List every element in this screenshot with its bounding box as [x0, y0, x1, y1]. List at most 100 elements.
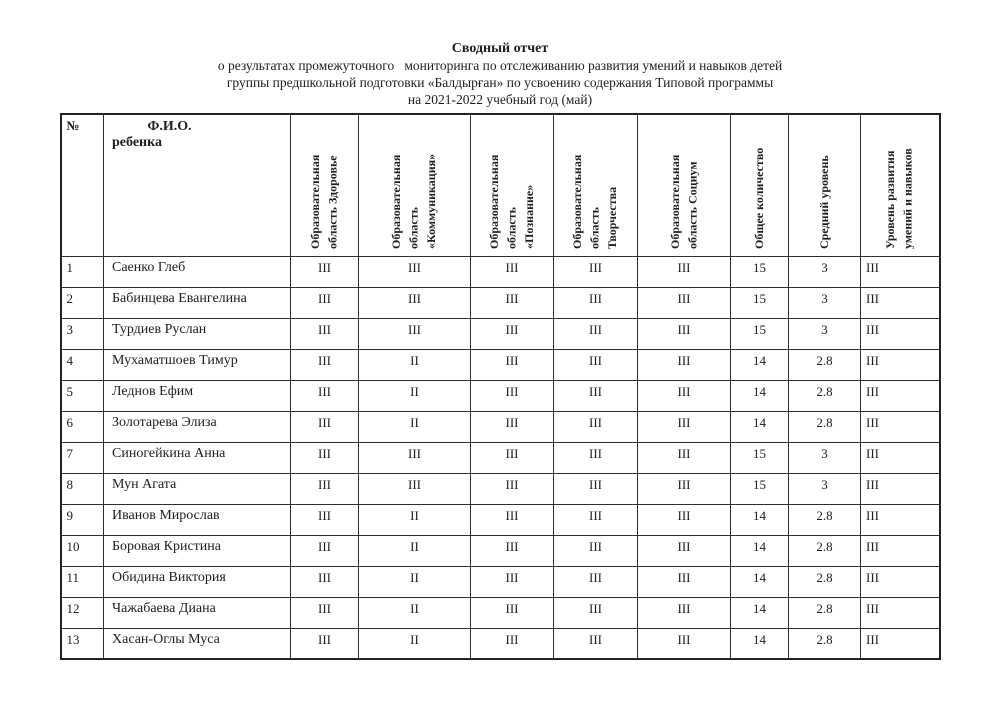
cell-creativity: III: [553, 472, 638, 505]
cell-name: Мун Агата: [103, 472, 291, 505]
cell-socium: III: [637, 596, 731, 629]
table-row: 12 Чажабаева Диана III II III III III 14 2.8 III: [60, 596, 940, 629]
cell-num: 11: [60, 565, 104, 598]
column-header-creativity: Образовательная область Творчества: [553, 113, 638, 257]
cell-level: III: [860, 379, 940, 412]
cell-name: Обидина Виктория: [103, 565, 291, 598]
cell-socium: III: [637, 379, 731, 412]
cell-health: III: [290, 627, 359, 660]
cell-socium: III: [637, 410, 731, 443]
cell-creativity: III: [553, 410, 638, 443]
cell-creativity: III: [553, 348, 638, 381]
cell-cognition: III: [470, 596, 554, 629]
column-header-name-line1: Ф.И.О.: [147, 119, 192, 134]
column-header-health: Образовательная область Здоровье: [290, 113, 359, 257]
table-row: 13 Хасан-Оглы Муса III II III III III 14 2.8 III: [60, 627, 940, 660]
table-row: 10 Боровая Кристина III II III III III 14 2.8 III: [60, 534, 940, 567]
cell-level: III: [860, 503, 940, 536]
cell-num: 4: [60, 348, 104, 381]
cell-communication: II: [358, 627, 471, 660]
cell-cognition: III: [470, 627, 554, 660]
cell-health: III: [290, 317, 359, 350]
cell-level: III: [860, 348, 940, 381]
cell-average: 3: [788, 441, 861, 474]
cell-health: III: [290, 441, 359, 474]
page-title: Сводный отчет: [451, 41, 549, 56]
cell-creativity: III: [553, 596, 638, 629]
table-body: 1 Саенко Глеб III III III III III 15 3 III 2 Бабинц…: [60, 255, 940, 660]
cell-communication: II: [358, 410, 471, 443]
cell-level: III: [860, 255, 940, 288]
cell-num: 3: [60, 317, 104, 350]
cell-communication: III: [358, 472, 471, 505]
cell-average: 2.8: [788, 379, 861, 412]
subtitle-line-2: группы предшкольной подготовки «Балдырға…: [226, 75, 774, 90]
cell-average: 2.8: [788, 348, 861, 381]
cell-num: 8: [60, 472, 104, 505]
cell-num: 12: [60, 596, 104, 629]
cell-cognition: III: [470, 255, 554, 288]
title-block: Сводный отчет о результатах промежуточно…: [0, 0, 1000, 108]
cell-creativity: III: [553, 441, 638, 474]
cell-cognition: III: [470, 317, 554, 350]
table-row: 3 Турдиев Руслан III III III III III 15 3 III: [60, 317, 940, 350]
cell-cognition: III: [470, 410, 554, 443]
column-header-average: Средний уровень: [788, 113, 861, 257]
cell-total: 14: [730, 596, 789, 629]
cell-average: 2.8: [788, 503, 861, 536]
cell-socium: III: [637, 534, 731, 567]
cell-socium: III: [637, 348, 731, 381]
cell-cognition: III: [470, 534, 554, 567]
cell-average: 2.8: [788, 410, 861, 443]
cell-total: 14: [730, 379, 789, 412]
cell-total: 14: [730, 565, 789, 598]
cell-total: 15: [730, 472, 789, 505]
cell-health: III: [290, 379, 359, 412]
cell-communication: II: [358, 596, 471, 629]
cell-cognition: III: [470, 286, 554, 319]
cell-num: 9: [60, 503, 104, 536]
cell-cognition: III: [470, 503, 554, 536]
subtitle-line-1: о результатах промежуточного мониторинга…: [217, 58, 783, 73]
cell-creativity: III: [553, 503, 638, 536]
cell-socium: III: [637, 317, 731, 350]
cell-health: III: [290, 596, 359, 629]
cell-health: III: [290, 534, 359, 567]
header-row: № Ф.И.О. ребенка Образовательная область…: [60, 113, 940, 257]
cell-creativity: III: [553, 379, 638, 412]
column-header-total: Общее количество: [730, 113, 789, 257]
column-header-name: Ф.И.О. ребенка: [103, 113, 291, 257]
cell-health: III: [290, 286, 359, 319]
cell-health: III: [290, 565, 359, 598]
cell-num: 7: [60, 441, 104, 474]
cell-creativity: III: [553, 627, 638, 660]
cell-average: 2.8: [788, 565, 861, 598]
cell-health: III: [290, 348, 359, 381]
cell-total: 14: [730, 627, 789, 660]
cell-cognition: III: [470, 348, 554, 381]
cell-creativity: III: [553, 255, 638, 288]
cell-level: III: [860, 596, 940, 629]
cell-socium: III: [637, 627, 731, 660]
table-row: 7 Синогейкина Анна III III III III III 15 3 III: [60, 441, 940, 474]
cell-total: 14: [730, 348, 789, 381]
cell-name: Леднов Ефим: [103, 379, 291, 412]
cell-creativity: III: [553, 534, 638, 567]
cell-cognition: III: [470, 441, 554, 474]
cell-level: III: [860, 441, 940, 474]
cell-name: Хасан-Оглы Муса: [103, 627, 291, 660]
table-row: 11 Обидина Виктория III II III III III 14 2.8 III: [60, 565, 940, 598]
table-row: 4 Мухаматшоев Тимур III II III III III 14 2.8 III: [60, 348, 940, 381]
cell-cognition: III: [470, 565, 554, 598]
cell-name: Саенко Глеб: [103, 255, 291, 288]
cell-num: 2: [60, 286, 104, 319]
cell-level: III: [860, 565, 940, 598]
cell-socium: III: [637, 255, 731, 288]
cell-communication: II: [358, 348, 471, 381]
table-row: 6 Золотарева Элиза III II III III III 14 2.8 III: [60, 410, 940, 443]
column-header-name-line2: ребенка: [112, 135, 162, 150]
cell-num: 13: [60, 627, 104, 660]
cell-communication: II: [358, 534, 471, 567]
cell-creativity: III: [553, 317, 638, 350]
cell-name: Турдиев Руслан: [103, 317, 291, 350]
